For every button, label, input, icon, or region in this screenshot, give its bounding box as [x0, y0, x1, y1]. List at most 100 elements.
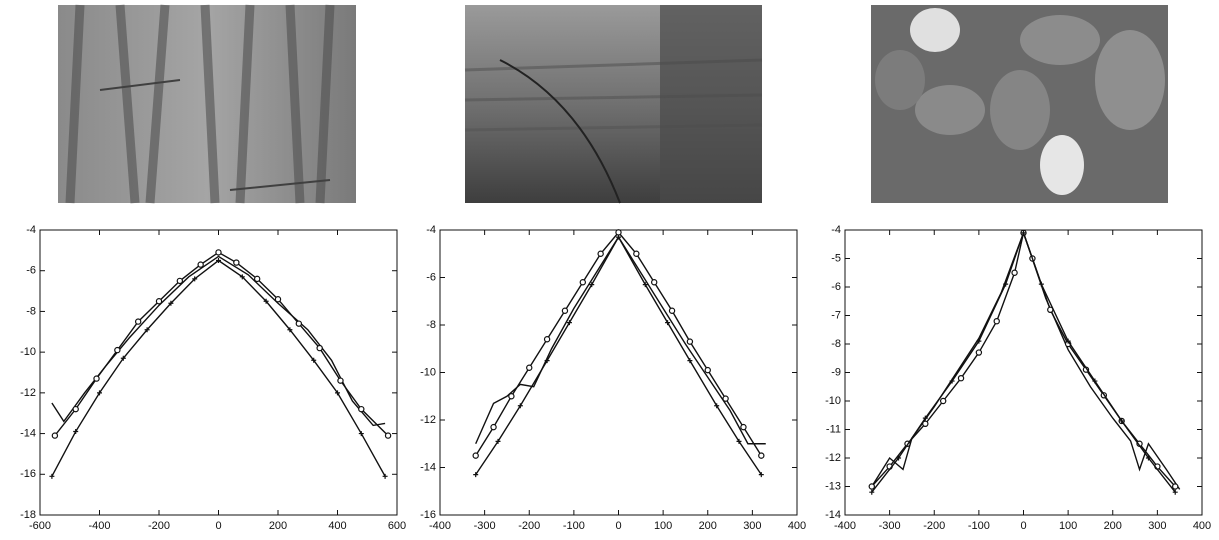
point	[508, 393, 515, 400]
y-tick-label: -16	[420, 509, 436, 521]
point	[311, 357, 317, 363]
point	[616, 234, 621, 240]
photo-field	[464, 5, 763, 204]
point	[642, 282, 648, 288]
y-tick-label: -14	[825, 509, 841, 521]
point	[495, 438, 501, 444]
point	[957, 375, 965, 382]
point	[869, 489, 875, 495]
point	[722, 395, 729, 402]
x-tick-label: 400	[788, 520, 806, 532]
point	[758, 472, 764, 478]
point	[216, 258, 221, 264]
point	[686, 338, 694, 345]
x-tick-label: 200	[269, 520, 287, 532]
x-tick-label: 600	[388, 520, 406, 532]
point	[73, 429, 79, 435]
y-tick-label: -6	[26, 265, 36, 277]
point	[1172, 483, 1179, 490]
y-tick-label: -4	[426, 224, 436, 236]
x-tick-label: 100	[654, 520, 672, 532]
y-tick-label: -7	[831, 309, 841, 321]
point	[579, 279, 587, 286]
y-tick-label: -6	[426, 271, 436, 283]
x-tick-label: 300	[743, 520, 761, 532]
point	[472, 452, 479, 459]
point	[589, 282, 595, 288]
y-tick-label: -8	[426, 319, 436, 331]
point	[922, 420, 929, 427]
point	[976, 338, 982, 344]
point	[358, 405, 365, 413]
x-tick-label: -200	[148, 520, 170, 532]
y-tick-label: -8	[831, 338, 841, 350]
x-tick-label: 300	[1148, 520, 1166, 532]
y-tick-label: -12	[825, 452, 841, 464]
plot-frame	[39, 229, 398, 516]
point	[949, 378, 955, 384]
point	[517, 403, 523, 409]
point	[714, 403, 720, 409]
series-line	[475, 235, 766, 445]
point	[93, 375, 100, 382]
point	[740, 423, 747, 431]
point	[134, 318, 142, 325]
series-line	[54, 251, 389, 437]
point	[922, 415, 928, 421]
point	[665, 320, 671, 326]
point	[490, 423, 497, 431]
x-tick-label: -300	[474, 520, 496, 532]
x-tick-label: -100	[968, 520, 990, 532]
x-tick-label: -400	[834, 520, 856, 532]
point	[939, 397, 947, 405]
series-line	[871, 230, 1181, 490]
point	[337, 377, 344, 384]
point	[868, 483, 875, 490]
point	[736, 438, 742, 444]
point	[384, 432, 392, 439]
point	[168, 300, 174, 306]
point	[651, 279, 658, 286]
point	[1003, 281, 1009, 287]
point	[335, 390, 340, 396]
x-tick-label: -200	[923, 520, 945, 532]
x-tick-label: -300	[879, 520, 901, 532]
point	[687, 358, 693, 364]
series-line	[475, 231, 762, 456]
x-tick-label: 200	[699, 520, 717, 532]
point	[1065, 338, 1071, 344]
point	[543, 336, 551, 343]
y-tick-label: -18	[20, 509, 36, 521]
y-tick-label: -12	[420, 414, 436, 426]
x-tick-label: 0	[615, 520, 621, 532]
point	[597, 250, 604, 257]
y-tick-label: -5	[831, 252, 841, 264]
point	[215, 249, 222, 256]
point	[993, 318, 1000, 325]
point	[896, 455, 902, 461]
point	[668, 307, 676, 314]
y-tick-label: -8	[26, 305, 36, 317]
point	[544, 358, 550, 364]
y-tick-label: -6	[831, 281, 841, 293]
x-tick-label: -200	[518, 520, 540, 532]
y-tick-label: -10	[420, 366, 436, 378]
point	[1021, 230, 1026, 236]
series-line	[871, 230, 1176, 487]
x-tick-label: -100	[563, 520, 585, 532]
y-tick-label: -4	[831, 224, 841, 236]
plot-frame	[844, 229, 1203, 516]
y-tick-label: -12	[20, 387, 36, 399]
series-line	[51, 255, 386, 427]
plot-frame	[439, 229, 798, 516]
point	[239, 274, 245, 280]
point	[561, 307, 569, 314]
y-tick-label: -14	[20, 427, 36, 439]
x-tick-label: 0	[1020, 520, 1026, 532]
point	[253, 275, 261, 283]
x-tick-label: 100	[1059, 520, 1077, 532]
x-tick-label: -600	[29, 520, 51, 532]
x-tick-label: -400	[88, 520, 110, 532]
point	[120, 355, 126, 361]
